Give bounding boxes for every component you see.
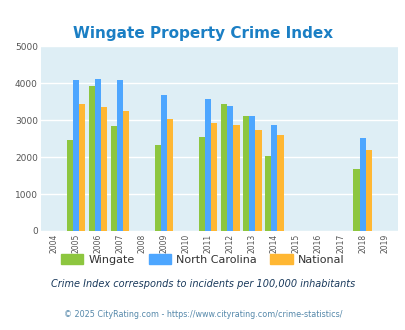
Bar <box>233 125 239 231</box>
Bar <box>277 135 283 231</box>
Bar <box>271 124 277 231</box>
Bar <box>227 106 233 231</box>
Bar <box>167 119 173 231</box>
Text: Crime Index corresponds to incidents per 100,000 inhabitants: Crime Index corresponds to incidents per… <box>51 279 354 289</box>
Bar <box>66 140 72 231</box>
Bar <box>79 104 85 231</box>
Bar <box>101 107 107 231</box>
Bar <box>365 150 371 231</box>
Bar <box>72 80 79 231</box>
Bar <box>161 95 167 231</box>
Bar <box>255 130 261 231</box>
Text: © 2025 CityRating.com - https://www.cityrating.com/crime-statistics/: © 2025 CityRating.com - https://www.city… <box>64 310 341 319</box>
Bar <box>88 86 95 231</box>
Bar <box>249 116 255 231</box>
Bar <box>154 145 161 231</box>
Bar <box>95 80 101 231</box>
Bar <box>243 116 249 231</box>
Bar <box>117 80 123 231</box>
Bar <box>358 138 365 231</box>
Bar <box>220 104 227 231</box>
Bar <box>111 126 117 231</box>
Bar <box>352 169 358 231</box>
Bar <box>264 156 271 231</box>
Legend: Wingate, North Carolina, National: Wingate, North Carolina, National <box>57 250 348 269</box>
Bar <box>211 123 217 231</box>
Bar <box>205 99 211 231</box>
Bar <box>123 111 129 231</box>
Bar <box>198 137 205 231</box>
Text: Wingate Property Crime Index: Wingate Property Crime Index <box>73 26 332 41</box>
